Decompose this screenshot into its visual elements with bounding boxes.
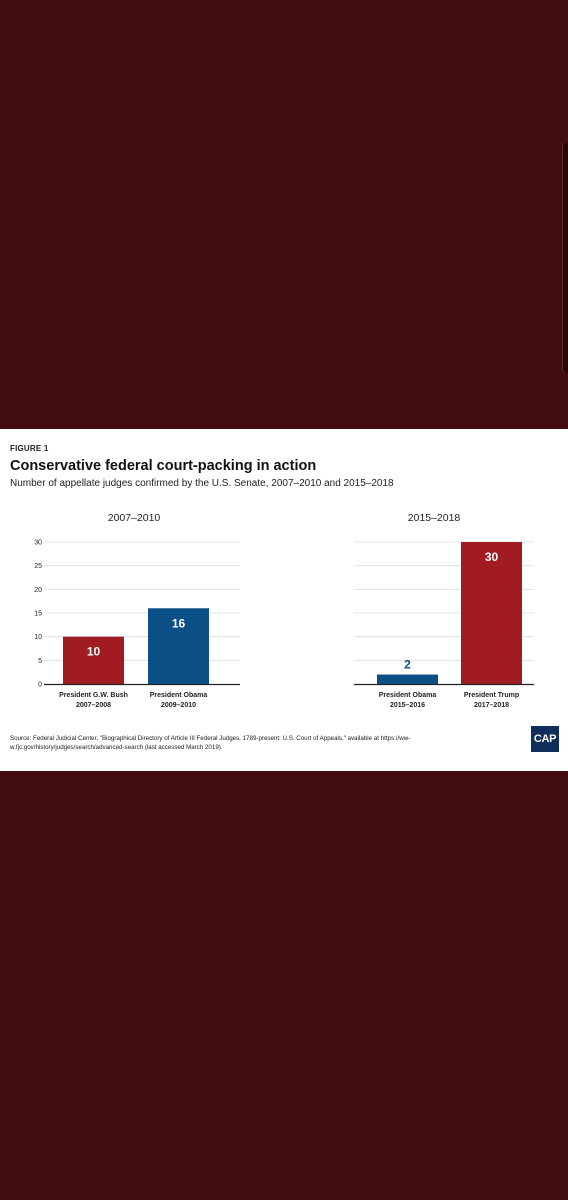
category-label: President Obama	[379, 692, 437, 699]
category-label: President Obama	[150, 692, 208, 699]
figure-title: Conservative federal court-packing in ac…	[10, 458, 317, 474]
bar	[461, 542, 522, 684]
category-period: 2009–2010	[161, 702, 196, 709]
category-period: 2015–2016	[390, 702, 425, 709]
category-period: 2007–2008	[76, 702, 111, 709]
y-tick-label: 10	[34, 634, 42, 641]
figure-card: FIGURE 1 Conservative federal court-pack…	[0, 429, 568, 771]
figure-subtitle: Number of appellate judges confirmed by …	[10, 478, 394, 489]
y-tick-label: 0	[38, 682, 42, 689]
source-note: Source: Federal Judicial Center, "Biogra…	[10, 735, 411, 751]
y-tick-label: 30	[34, 540, 42, 547]
figure-label: FIGURE 1	[10, 444, 49, 453]
panel-title: 2015–2018	[408, 512, 461, 524]
scroll-indicator[interactable]	[562, 143, 568, 373]
category-label: President Trump	[464, 692, 519, 699]
category-period: 2017–2018	[474, 702, 509, 709]
cap-logo: CAP	[531, 726, 559, 752]
bar	[377, 674, 438, 684]
data-label: 16	[172, 616, 186, 630]
bar	[63, 636, 124, 684]
data-label: 10	[87, 645, 101, 659]
panel-title: 2007–2010	[108, 512, 161, 524]
bar	[148, 608, 209, 684]
data-label: 30	[485, 550, 499, 564]
y-tick-label: 25	[34, 563, 42, 570]
y-tick-label: 20	[34, 587, 42, 594]
y-tick-label: 15	[34, 611, 42, 618]
category-label: President G.W. Bush	[59, 692, 128, 699]
y-tick-label: 5	[38, 658, 42, 665]
data-label: 2	[404, 658, 411, 672]
bar-chart: 2007–2010 0 5 10 15 20 25 30 10 President G.W. Bu…	[34, 512, 534, 709]
